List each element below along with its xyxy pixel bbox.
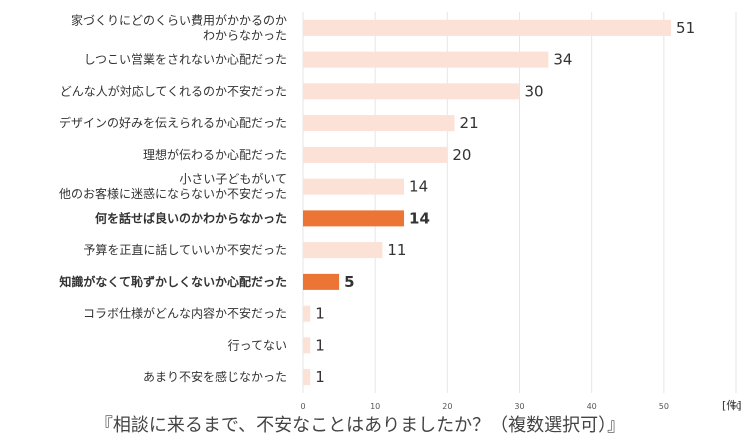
bar xyxy=(303,51,549,68)
value-label: 1 xyxy=(315,368,325,386)
bar xyxy=(303,115,455,132)
category-label: 家づくりにどのくらい費用がかかるのか xyxy=(71,12,287,27)
value-label: 21 xyxy=(460,114,479,132)
gridlines xyxy=(302,12,737,393)
bar xyxy=(303,242,383,259)
bar xyxy=(303,337,311,354)
value-label: 14 xyxy=(409,178,428,196)
x-tick-label: 40 xyxy=(587,402,597,411)
bar xyxy=(303,369,311,386)
category-label: あまり不安を感じなかった xyxy=(143,369,287,384)
x-tick-label: 60 xyxy=(731,402,741,411)
category-label: 知識がなくて恥ずかしくないか心配だった xyxy=(58,274,287,289)
value-label: 11 xyxy=(387,241,406,259)
value-label: 34 xyxy=(553,51,572,69)
bar xyxy=(303,305,311,322)
bar xyxy=(303,19,672,36)
bar xyxy=(303,83,520,100)
category-label: 小さい子どもがいて xyxy=(179,171,287,186)
category-label: 何を話せば良いのかわからなかった xyxy=(95,210,287,225)
x-tick-label: 0 xyxy=(300,402,305,411)
x-tick-label: 50 xyxy=(659,402,669,411)
value-label: 1 xyxy=(315,305,325,323)
x-tick-labels: 0 10 20 30 40 50 60 xyxy=(300,402,741,411)
chart-caption: 『相談に来るまで、不安なことはありましたか？（複数選択可）』 xyxy=(94,415,626,436)
value-label: 1 xyxy=(315,336,325,354)
value-label: 14 xyxy=(409,209,430,227)
value-label: 30 xyxy=(525,82,544,100)
category-label: コラボ仕様がどんな内容か不安だった xyxy=(83,306,287,321)
x-tick-label: 30 xyxy=(514,402,524,411)
category-label: デザインの好みを伝えられるか心配だった xyxy=(59,115,287,130)
x-axis-unit-label: [件] xyxy=(722,399,742,412)
x-tick-label: 10 xyxy=(370,402,380,411)
category-label: しつこい営業をされないか心配だった xyxy=(84,53,287,67)
value-label: 5 xyxy=(344,273,354,291)
bar xyxy=(303,210,405,227)
category-labels: 家づくりにどのくらい費用がかかるのかわからなかったしつこい営業をされないか心配だ… xyxy=(58,12,287,384)
bar xyxy=(303,146,448,163)
x-tick-label: 20 xyxy=(442,402,452,411)
category-label: 行ってない xyxy=(228,338,287,352)
value-label: 20 xyxy=(452,146,471,164)
bar xyxy=(303,178,405,195)
bar xyxy=(303,273,340,290)
category-label: 他のお客様に迷惑にならないか不安だった xyxy=(59,186,287,201)
bars xyxy=(303,19,672,386)
category-label: わからなかった xyxy=(203,28,287,42)
category-label: 理想が伝わるか心配だった xyxy=(143,147,287,162)
category-label: 予算を正直に話していいか不安だった xyxy=(83,242,287,257)
value-label: 51 xyxy=(676,19,695,37)
category-label: どんな人が対応してくれるのか不安だった xyxy=(60,83,287,98)
